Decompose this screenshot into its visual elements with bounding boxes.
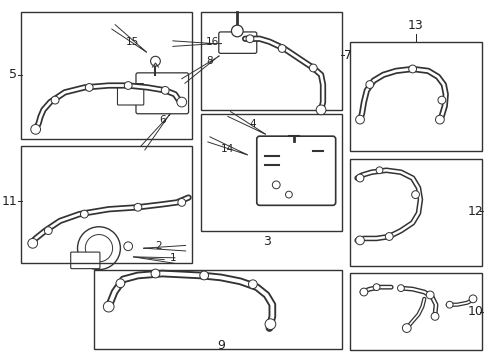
Circle shape xyxy=(31,125,41,134)
Circle shape xyxy=(356,174,364,182)
Circle shape xyxy=(278,45,286,53)
Circle shape xyxy=(309,64,317,72)
Circle shape xyxy=(28,238,38,248)
Circle shape xyxy=(360,288,368,296)
Bar xyxy=(21,146,192,263)
Circle shape xyxy=(124,242,133,251)
Text: 3: 3 xyxy=(264,235,271,248)
Text: 2: 2 xyxy=(155,241,162,251)
Bar xyxy=(201,13,343,110)
FancyBboxPatch shape xyxy=(118,84,144,105)
Circle shape xyxy=(373,284,380,291)
Circle shape xyxy=(85,235,113,262)
Text: 6: 6 xyxy=(159,114,166,125)
Text: 16: 16 xyxy=(206,37,220,47)
Circle shape xyxy=(446,301,453,308)
Bar xyxy=(350,273,482,351)
Text: 13: 13 xyxy=(408,19,423,32)
Text: 15: 15 xyxy=(126,37,140,47)
Circle shape xyxy=(246,35,254,42)
Bar xyxy=(350,158,482,266)
Circle shape xyxy=(150,56,160,66)
Circle shape xyxy=(412,191,419,198)
Circle shape xyxy=(124,82,132,89)
Circle shape xyxy=(265,319,276,329)
Text: 11: 11 xyxy=(1,195,17,208)
Circle shape xyxy=(51,96,59,104)
Circle shape xyxy=(85,84,93,91)
Text: 10: 10 xyxy=(468,305,484,318)
Circle shape xyxy=(356,115,365,124)
Circle shape xyxy=(80,210,88,218)
Bar xyxy=(94,270,343,350)
FancyBboxPatch shape xyxy=(136,73,189,114)
Text: 12: 12 xyxy=(468,205,484,218)
Circle shape xyxy=(356,236,365,245)
Bar xyxy=(350,42,482,151)
Circle shape xyxy=(178,198,186,206)
Text: 4: 4 xyxy=(249,118,256,129)
Circle shape xyxy=(161,86,169,94)
Circle shape xyxy=(200,271,209,280)
Circle shape xyxy=(316,105,326,115)
Circle shape xyxy=(431,312,439,320)
Circle shape xyxy=(385,233,393,240)
Circle shape xyxy=(469,295,477,303)
Circle shape xyxy=(397,285,404,292)
Text: 1: 1 xyxy=(170,253,177,263)
Text: 9: 9 xyxy=(217,339,225,352)
Circle shape xyxy=(436,115,444,124)
Circle shape xyxy=(438,96,446,104)
FancyBboxPatch shape xyxy=(219,32,257,53)
FancyBboxPatch shape xyxy=(71,252,100,269)
Circle shape xyxy=(103,301,114,312)
Circle shape xyxy=(409,65,416,73)
Text: 14: 14 xyxy=(220,144,234,154)
Circle shape xyxy=(231,25,243,37)
Circle shape xyxy=(248,280,257,289)
Circle shape xyxy=(77,227,121,270)
Circle shape xyxy=(376,167,383,174)
Circle shape xyxy=(151,269,160,278)
Circle shape xyxy=(134,203,142,211)
Bar xyxy=(21,13,192,139)
Circle shape xyxy=(177,97,187,107)
Circle shape xyxy=(426,291,434,299)
Text: 5: 5 xyxy=(9,68,17,81)
Text: 8: 8 xyxy=(206,56,213,66)
Circle shape xyxy=(45,227,52,235)
Circle shape xyxy=(366,81,374,89)
Circle shape xyxy=(116,279,125,288)
Text: 7: 7 xyxy=(344,49,352,62)
Bar xyxy=(201,114,343,231)
Circle shape xyxy=(272,181,280,189)
Circle shape xyxy=(402,324,411,332)
Circle shape xyxy=(286,191,293,198)
FancyBboxPatch shape xyxy=(257,136,336,205)
